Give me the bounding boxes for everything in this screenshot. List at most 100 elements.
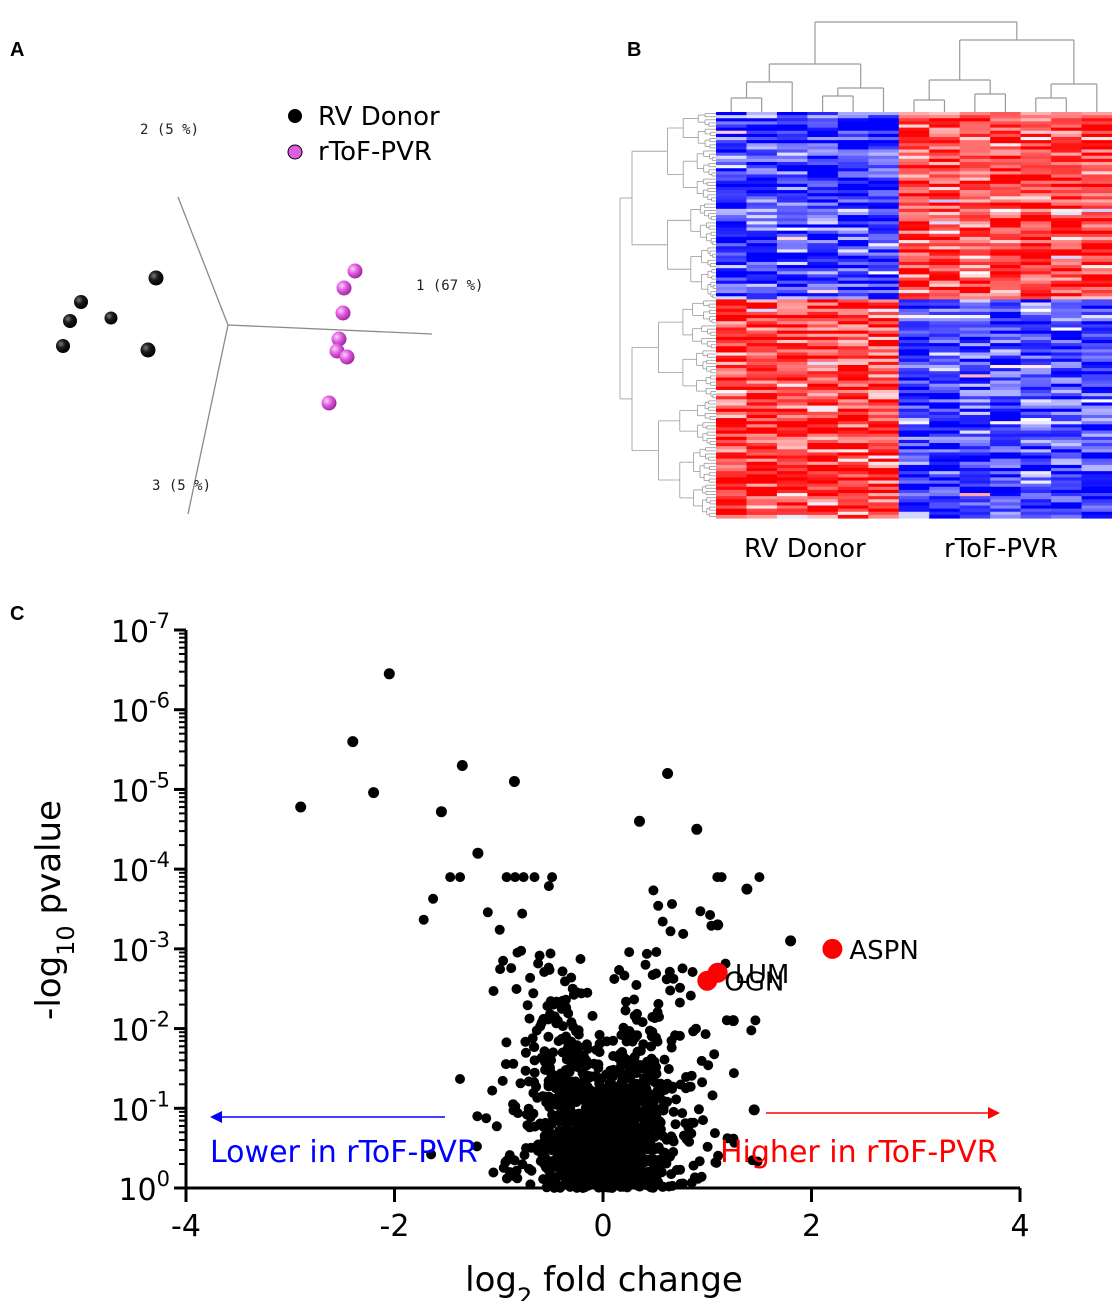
heatmap-cell	[990, 308, 1022, 313]
heatmap-cell	[746, 177, 778, 182]
heatmap-cell	[868, 371, 900, 375]
heatmap-cell	[929, 252, 961, 257]
heatmap-cell	[746, 136, 778, 141]
heatmap-cell	[1020, 261, 1052, 266]
heatmap-cell	[868, 183, 900, 188]
heatmap-cell	[1020, 236, 1052, 241]
heatmap-cell	[990, 436, 1022, 441]
volcano-point	[632, 1177, 643, 1188]
heatmap-cell	[929, 336, 961, 341]
heatmap-cell	[959, 427, 991, 432]
heatmap-cell	[837, 418, 869, 422]
heatmap-cell	[1020, 161, 1052, 166]
pca-donor-point	[140, 342, 156, 358]
heatmap-cell	[990, 174, 1022, 179]
heatmap-cell	[990, 343, 1022, 347]
heatmap-cell	[1081, 311, 1112, 316]
volcano-point	[618, 1022, 629, 1033]
heatmap-cell	[1081, 146, 1112, 151]
heatmap-cell	[746, 146, 778, 151]
heatmap-cell	[837, 190, 869, 194]
heatmap-cell	[746, 208, 778, 213]
heatmap-cell	[837, 158, 869, 163]
heatmap-cell	[929, 424, 961, 429]
heatmap-cell	[929, 327, 961, 332]
heatmap-cell	[776, 158, 808, 163]
heatmap-cell	[868, 261, 900, 266]
heatmap-cell	[1081, 508, 1112, 513]
heatmap-cell	[959, 265, 991, 269]
y-axis-title: -log10 pvalue	[29, 800, 80, 1020]
heatmap-cell	[959, 246, 991, 251]
volcano-point	[540, 1064, 551, 1075]
heatmap-cell	[807, 224, 839, 229]
heatmap-cell	[1081, 161, 1112, 166]
heatmap-cell	[807, 127, 839, 132]
heatmap-cell	[807, 430, 839, 435]
heatmap-cell	[990, 443, 1022, 447]
heatmap-cell	[807, 399, 839, 404]
heatmap-cell	[1081, 202, 1112, 207]
heatmap-cell	[716, 268, 748, 272]
volcano-point	[651, 968, 662, 979]
heatmap-cell	[868, 411, 900, 416]
volcano-point	[525, 972, 536, 983]
heatmap-cell	[746, 374, 778, 379]
heatmap-cell	[959, 268, 991, 272]
heatmap-cell	[868, 118, 900, 122]
heatmap-cell	[807, 243, 839, 247]
heatmap-cell	[959, 274, 991, 279]
heatmap-cell	[776, 455, 808, 460]
heatmap-cell	[776, 424, 808, 429]
heatmap-cell	[776, 358, 808, 363]
heatmap-cell	[807, 124, 839, 129]
heatmap-cell	[929, 508, 961, 513]
heatmap-cell	[807, 480, 839, 485]
heatmap-cell	[959, 230, 991, 235]
heatmap-cell	[990, 483, 1022, 488]
heatmap-cell	[1081, 308, 1112, 313]
heatmap-cell	[1051, 115, 1083, 119]
heatmap-cell	[807, 483, 839, 488]
heatmap-cell	[837, 271, 869, 275]
heatmap-cell	[990, 165, 1022, 169]
heatmap-cell	[1081, 458, 1112, 463]
legend-rtof-marker	[287, 144, 303, 160]
heatmap-cell	[990, 183, 1022, 188]
heatmap-cell	[746, 449, 778, 454]
heatmap-cell	[868, 352, 900, 357]
heatmap-cell	[1020, 243, 1052, 247]
heatmap-cell	[868, 308, 900, 313]
heatmap-cell	[898, 165, 930, 169]
heatmap-cell	[807, 458, 839, 463]
heatmap-cell	[746, 261, 778, 266]
heatmap-cell	[898, 468, 930, 472]
volcano-point	[606, 1093, 617, 1104]
heatmap-cell	[929, 352, 961, 357]
heatmap-cell	[776, 199, 808, 204]
heatmap-cell	[776, 496, 808, 500]
heatmap-cell	[776, 377, 808, 382]
heatmap-cell	[990, 480, 1022, 485]
heatmap-cell	[776, 136, 808, 141]
heatmap-cell	[898, 261, 930, 266]
heatmap-cell	[837, 421, 869, 425]
heatmap-cell	[746, 221, 778, 226]
heatmap-cell	[1051, 171, 1083, 176]
heatmap-cell	[776, 161, 808, 166]
heatmap-cell	[898, 493, 930, 497]
heatmap-cell	[837, 446, 869, 450]
heatmap-cell	[776, 439, 808, 444]
volcano-point	[564, 1148, 575, 1159]
heatmap-cell	[716, 343, 748, 347]
heatmap-cell	[929, 464, 961, 469]
heatmap-cell	[1020, 430, 1052, 435]
heatmap-cell	[990, 514, 1022, 519]
heatmap-cell	[1020, 324, 1052, 329]
heatmap-cell	[807, 383, 839, 388]
heatmap-cell	[898, 296, 930, 300]
heatmap-cell	[1051, 399, 1083, 404]
heatmap-cell	[990, 121, 1022, 126]
heatmap-cell	[716, 305, 748, 310]
heatmap-cell	[776, 368, 808, 372]
